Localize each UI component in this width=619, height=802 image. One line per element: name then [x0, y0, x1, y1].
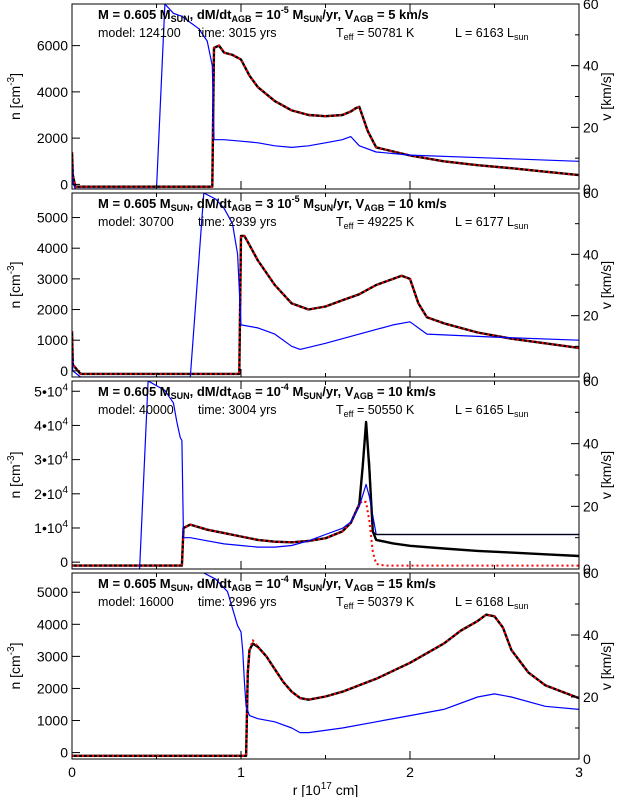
y-tick-label-left: 4000 — [37, 84, 68, 100]
y-axis-label-left: n [cm-3] — [6, 642, 23, 689]
panel-1: 0 2000 4000 6000 0 20 40 60 n [cm-3] v [km/s] M = … — [6, 0, 614, 197]
luminosity-label: L = 6163 Lsun — [455, 26, 528, 42]
y-tick-label-right: 20 — [583, 308, 599, 324]
y-tick-label-right: 0 — [583, 561, 591, 577]
y-tick-label-left: 0 — [60, 554, 68, 570]
y-tick-label-right: 0 — [583, 751, 591, 767]
series-line-3 — [203, 573, 579, 734]
y-tick-label-right: 60 — [583, 185, 599, 201]
y-tick-label-left: 0 — [60, 176, 68, 192]
y-tick-label-right: 40 — [583, 436, 599, 452]
y-tick-label-left: 5000 — [37, 210, 68, 226]
series-line-3 — [72, 4, 579, 189]
y-tick-label-right: 60 — [583, 373, 599, 389]
series-line-2 — [72, 499, 579, 567]
y-axis-label-right: v [km/s] — [598, 451, 614, 499]
panel-2: 0 1000 2000 3000 4000 5000 0 20 40 60 n [cm-3] v [k… — [6, 185, 614, 385]
y-tick-label-left: 0 — [60, 745, 68, 761]
series-group — [72, 4, 579, 189]
panel-title: M = 0.605 MSUN, dM/dtAGB = 10-4 MSUN/yr,… — [98, 382, 436, 401]
y-tick-label-right: 0 — [583, 181, 591, 197]
y-tick-label-left: 2000 — [37, 302, 68, 318]
y-tick-label-right: 40 — [583, 246, 599, 262]
y-tick-label-left: 1•104 — [34, 519, 68, 536]
series-line-1 — [72, 613, 579, 757]
y-tick-label-left: 4000 — [37, 240, 68, 256]
x-axis-label: r [1017 cm] — [293, 781, 359, 797]
series-line-2 — [72, 44, 579, 188]
x-tick-label: 3 — [575, 764, 583, 780]
y-axis-label-left: n [cm-3] — [6, 451, 23, 498]
time-label: time: 3004 yrs — [198, 403, 277, 417]
y-tick-label-left: 3000 — [37, 271, 68, 287]
series-group — [72, 573, 579, 757]
time-label: time: 2996 yrs — [198, 595, 277, 609]
y-tick-label-left: 3000 — [37, 648, 68, 664]
model-label: model: 16000 — [98, 595, 174, 609]
y-tick-label-left: 5000 — [37, 584, 68, 600]
luminosity-label: L = 6168 Lsun — [455, 595, 528, 611]
panel-3: 0 1•104 2•104 3•104 4•104 5•104 0 20 40 60 n [cm-3… — [6, 373, 614, 577]
time-label: time: 3015 yrs — [198, 26, 277, 40]
series-line-4 — [368, 459, 579, 536]
time-label: time: 2939 yrs — [198, 215, 277, 229]
model-label: model: 40000 — [98, 403, 174, 417]
y-axis-label-right: v [km/s] — [598, 642, 614, 690]
y-axis-label-left: n [cm-3] — [6, 261, 23, 308]
model-label: model: 30700 — [98, 215, 174, 229]
y-axis-label-right: v [km/s] — [598, 261, 614, 309]
series-group — [72, 193, 579, 377]
teff-label: Teff = 50550 K — [336, 403, 415, 419]
y-tick-label-right: 40 — [583, 627, 599, 643]
series-line-3 — [72, 193, 579, 377]
y-tick-label-left: 5•104 — [34, 382, 68, 399]
y-tick-label-right: 60 — [583, 0, 599, 12]
series-line-1 — [72, 420, 579, 567]
panel-title: M = 0.605 MSUN, dM/dtAGB = 10-5 MSUN/yr,… — [98, 5, 429, 24]
series-line-2 — [72, 613, 579, 757]
teff-label: Teff = 50781 K — [336, 26, 415, 42]
y-tick-label-left: 3•104 — [34, 451, 68, 468]
series-line-3 — [72, 381, 579, 569]
series-line-1 — [72, 234, 579, 376]
panel-title: M = 0.605 MSUN, dM/dtAGB = 10-4 MSUN/yr,… — [98, 574, 436, 593]
y-tick-label-left: 6000 — [37, 38, 68, 54]
y-tick-label-left: 2000 — [37, 680, 68, 696]
y-tick-label-left: 4•104 — [34, 416, 68, 433]
y-axis-label-left: n [cm-3] — [6, 73, 23, 120]
y-tick-label-left: 0 — [60, 363, 68, 379]
x-tick-label: 1 — [237, 764, 245, 780]
y-tick-label-right: 40 — [583, 58, 599, 74]
y-tick-label-right: 60 — [583, 565, 599, 581]
teff-label: Teff = 49225 K — [336, 215, 415, 231]
model-label: model: 124100 — [98, 26, 181, 40]
x-tick-label: 2 — [406, 764, 414, 780]
y-tick-label-left: 4000 — [37, 616, 68, 632]
y-tick-label-right: 20 — [583, 689, 599, 705]
teff-label: Teff = 50379 K — [336, 595, 415, 611]
series-line-2 — [72, 234, 579, 375]
luminosity-label: L = 6165 Lsun — [455, 403, 528, 419]
y-tick-label-left: 2•104 — [34, 485, 68, 502]
x-tick-label: 0 — [68, 764, 76, 780]
y-tick-label-right: 0 — [583, 369, 591, 385]
y-tick-label-right: 20 — [583, 498, 599, 514]
y-axis-label-right: v [km/s] — [598, 72, 614, 120]
panel-title: M = 0.605 MSUN, dM/dtAGB = 3 10-5 MSUN/y… — [98, 194, 447, 213]
y-tick-label-right: 20 — [583, 119, 599, 135]
y-tick-label-left: 1000 — [37, 713, 68, 729]
luminosity-label: L = 6177 Lsun — [455, 215, 528, 231]
series-group — [72, 381, 579, 569]
y-tick-label-left: 2000 — [37, 130, 68, 146]
y-tick-label-left: 1000 — [37, 332, 68, 348]
